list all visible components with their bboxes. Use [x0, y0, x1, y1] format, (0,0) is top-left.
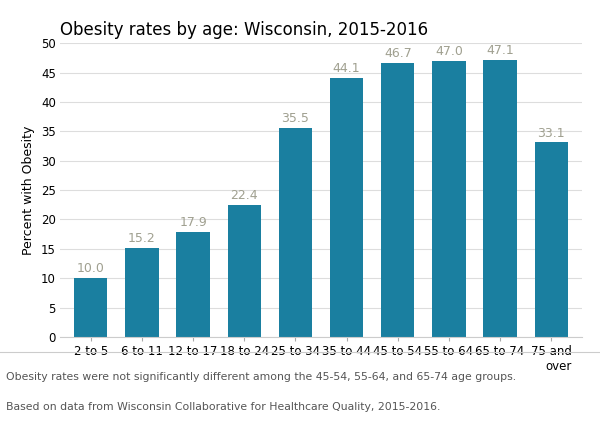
Text: 17.9: 17.9 [179, 216, 207, 229]
Bar [176, 232, 209, 337]
Text: Obesity rates by age: Wisconsin, 2015-2016: Obesity rates by age: Wisconsin, 2015-20… [60, 21, 428, 39]
Text: Obesity rates were not significantly different among the 45-54, 55-64, and 65-74: Obesity rates were not significantly dif… [6, 372, 516, 382]
Text: Based on data from Wisconsin Collaborative for Healthcare Quality, 2015-2016.: Based on data from Wisconsin Collaborati… [6, 402, 440, 413]
Bar [330, 78, 363, 337]
Text: 22.4: 22.4 [230, 189, 258, 203]
Bar [484, 60, 517, 337]
Bar [535, 143, 568, 337]
Text: 33.1: 33.1 [538, 127, 565, 140]
Bar [279, 128, 312, 337]
Text: 15.2: 15.2 [128, 232, 156, 245]
Bar [74, 278, 107, 337]
Text: 47.0: 47.0 [435, 45, 463, 58]
Bar [433, 61, 466, 337]
Text: 47.1: 47.1 [486, 44, 514, 57]
Bar [227, 205, 261, 337]
Text: 44.1: 44.1 [333, 62, 361, 75]
Text: 35.5: 35.5 [281, 112, 310, 125]
Bar [125, 248, 158, 337]
Text: 46.7: 46.7 [384, 47, 412, 60]
Text: 10.0: 10.0 [77, 262, 104, 275]
Bar [381, 63, 415, 337]
Y-axis label: Percent with Obesity: Percent with Obesity [22, 125, 35, 255]
